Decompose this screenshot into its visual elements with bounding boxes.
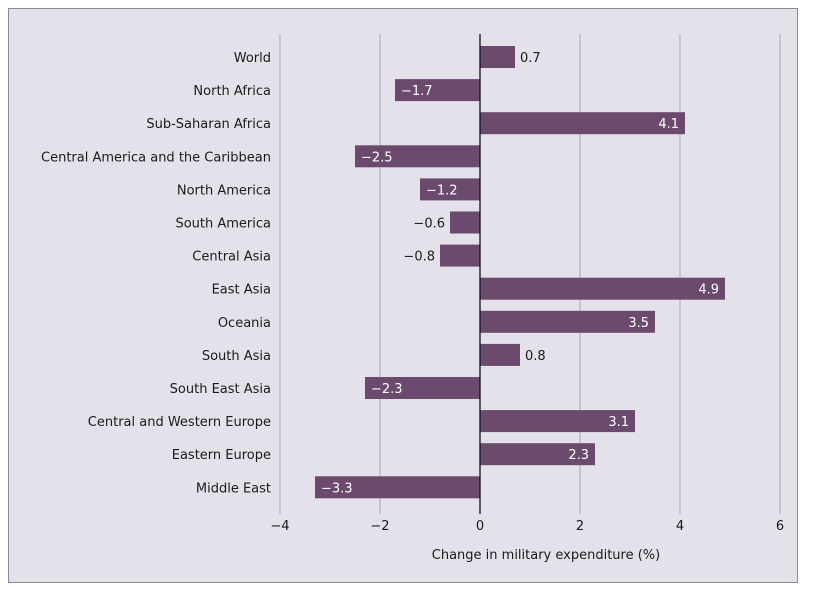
value-label: −2.3 — [371, 382, 403, 397]
value-label: 3.1 — [608, 415, 629, 430]
category-label: Oceania — [218, 316, 271, 331]
x-tick-label: −4 — [270, 519, 289, 534]
bar-chart: World North Africa Sub-Saharan Africa Centr… — [41, 34, 784, 563]
category-label: North Africa — [193, 84, 271, 99]
x-tick-labels: −4 −2 0 2 4 6 — [270, 519, 784, 534]
value-label: −1.7 — [401, 84, 433, 99]
gridlines — [279, 34, 781, 514]
value-label: −2.5 — [361, 150, 393, 165]
x-axis-title: Change in military expenditure (%) — [432, 548, 660, 563]
category-label: World — [234, 51, 271, 66]
bar — [365, 377, 480, 399]
category-label: Central Asia — [192, 250, 271, 265]
bar — [440, 244, 480, 267]
value-label: 0.7 — [520, 51, 541, 66]
category-label: Middle East — [196, 481, 271, 496]
category-label: South Asia — [202, 349, 271, 364]
bar — [395, 79, 480, 102]
value-label: 2.3 — [568, 448, 589, 463]
value-label: 4.9 — [698, 283, 719, 298]
category-label: South America — [175, 217, 271, 232]
value-labels: 0.7 −1.7 4.1 −2.5 −1.2 −0.6 −0.8 4.9 3.5 0.8 −2.3 3… — [321, 51, 719, 496]
value-label: −0.6 — [413, 217, 445, 232]
value-label: 3.5 — [628, 316, 649, 331]
category-label: North America — [177, 183, 271, 198]
bar — [480, 310, 655, 333]
category-label: Central America and the Caribbean — [41, 150, 271, 165]
category-label: Eastern Europe — [172, 448, 271, 463]
category-label: South East Asia — [170, 382, 271, 397]
x-tick-label: 0 — [476, 519, 484, 534]
value-label: −3.3 — [321, 481, 353, 496]
bar — [420, 178, 480, 201]
value-label: 4.1 — [658, 117, 679, 132]
category-label: Central and Western Europe — [88, 415, 271, 430]
bar — [450, 211, 480, 234]
bar — [480, 46, 515, 68]
x-tick-label: 4 — [676, 519, 684, 534]
x-tick-label: 2 — [576, 519, 584, 534]
bar — [355, 145, 480, 168]
value-label: −0.8 — [403, 250, 435, 265]
x-tick-label: −2 — [370, 519, 389, 534]
category-labels: World North Africa Sub-Saharan Africa Centr… — [41, 51, 271, 496]
bar — [480, 343, 520, 366]
value-label: 0.8 — [525, 349, 546, 364]
bar — [480, 410, 635, 433]
category-label: East Asia — [212, 283, 271, 298]
chart-panel: World North Africa Sub-Saharan Africa Centr… — [8, 8, 798, 583]
x-tick-label: 6 — [776, 519, 784, 534]
bar — [480, 443, 595, 466]
category-label: Sub-Saharan Africa — [146, 117, 271, 132]
value-label: −1.2 — [426, 183, 458, 198]
bar — [315, 476, 480, 499]
bars — [315, 46, 725, 499]
bar — [480, 112, 685, 135]
bar — [480, 277, 725, 300]
